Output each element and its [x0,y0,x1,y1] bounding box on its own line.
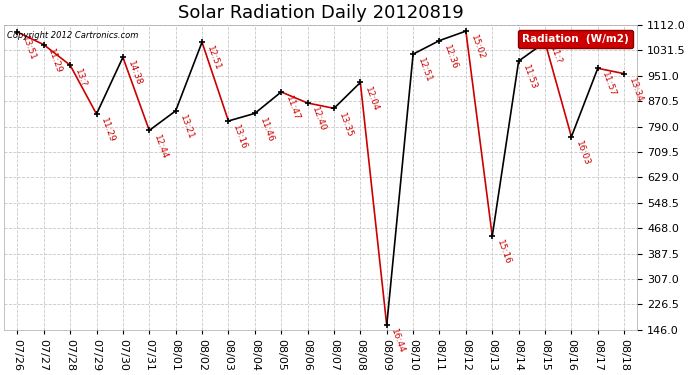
Text: 12:36: 12:36 [442,44,460,70]
Text: 11:?: 11:? [548,45,563,66]
Title: Solar Radiation Daily 20120819: Solar Radiation Daily 20120819 [178,4,464,22]
Text: 12:04: 12:04 [363,85,380,112]
Legend: Radiation  (W/m2): Radiation (W/m2) [518,30,633,48]
Text: 13:51: 13:51 [20,35,37,62]
Text: 13:35: 13:35 [337,111,354,138]
Text: 13:21: 13:21 [179,114,196,141]
Text: 12:40: 12:40 [310,106,328,133]
Text: 16:03: 16:03 [574,140,591,167]
Text: 11:47: 11:47 [284,95,302,122]
Text: 15:02: 15:02 [469,34,486,61]
Text: Copyright 2012 Cartronics.com: Copyright 2012 Cartronics.com [8,31,139,40]
Text: 11:57: 11:57 [600,71,618,99]
Text: 15:16: 15:16 [495,239,513,266]
Text: 14:38: 14:38 [126,60,143,87]
Text: 16:44: 16:44 [389,328,406,355]
Text: 12:51: 12:51 [205,45,222,72]
Text: 13:34: 13:34 [627,76,644,104]
Text: 12:51: 12:51 [416,57,433,84]
Text: 13:16: 13:16 [231,124,248,151]
Text: 11:53: 11:53 [522,64,539,91]
Text: 11:29: 11:29 [46,47,63,75]
Text: 11:46: 11:46 [257,116,275,144]
Text: 13:?: 13:? [73,68,88,89]
Text: 11:29: 11:29 [99,117,117,144]
Text: 12:44: 12:44 [152,133,169,160]
